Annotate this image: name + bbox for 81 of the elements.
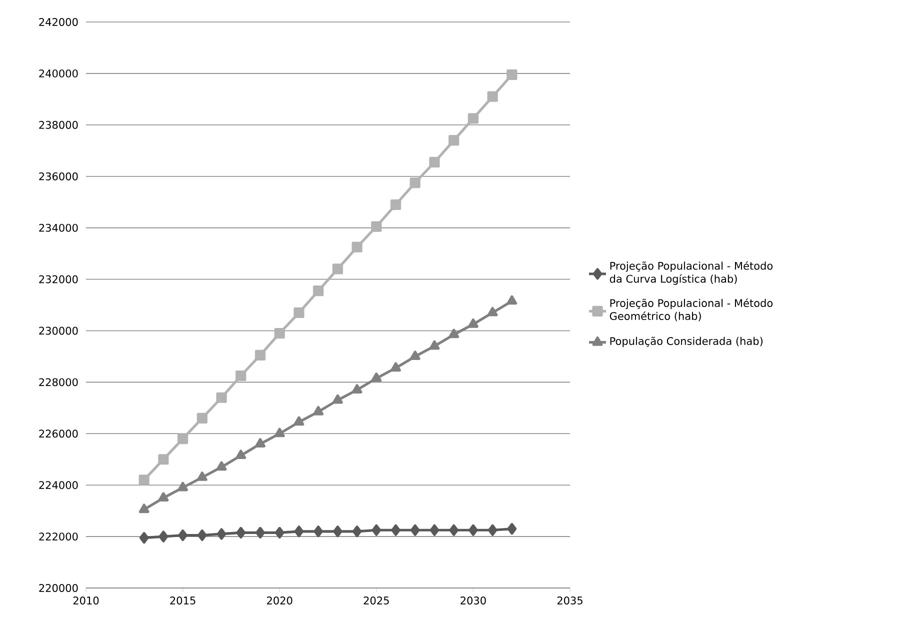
point (254, 350, 266, 360)
point (410, 524, 420, 536)
point (410, 177, 420, 188)
y-tick-label: 224000 (39, 481, 78, 490)
x-tick-label: 2010 (73, 596, 99, 604)
point (448, 328, 460, 338)
point (216, 528, 226, 540)
y-tick-label: 230000 (39, 326, 78, 335)
point (507, 523, 517, 535)
point (487, 306, 498, 316)
y-tick-label: 242000 (39, 18, 78, 26)
point (391, 524, 400, 536)
point (236, 370, 246, 382)
x-tick-label: 2015 (170, 596, 196, 604)
y-tick-label: 236000 (39, 172, 78, 180)
point (313, 286, 324, 296)
point (449, 524, 459, 536)
legend-label: Projeção Populacional - Método da Curva Logística (hab) (610, 261, 773, 285)
x-tick-label: 2035 (557, 596, 582, 604)
y-tick-label: 220000 (39, 584, 78, 592)
point (178, 529, 188, 542)
x-tick-label: 2020 (267, 596, 292, 604)
point (410, 350, 420, 360)
point (352, 242, 362, 252)
point (158, 492, 169, 502)
y-tick-label: 232000 (39, 275, 78, 284)
point (488, 524, 498, 536)
y-tick-label: 228000 (39, 378, 78, 386)
point (216, 461, 227, 471)
point (196, 412, 208, 424)
y-tick-label: 234000 (39, 224, 78, 232)
point (256, 526, 265, 538)
point (448, 135, 460, 146)
point (429, 340, 440, 350)
point (236, 526, 246, 538)
point (371, 221, 382, 232)
point (138, 504, 150, 514)
y-tick-label: 240000 (39, 69, 78, 78)
point (236, 450, 246, 460)
point (468, 113, 479, 124)
point (197, 529, 207, 542)
point (178, 482, 188, 492)
point (506, 69, 518, 80)
point (314, 526, 323, 538)
point (371, 372, 382, 382)
legend-label: Projeção Populacional - Método Geométrico (hab) (610, 298, 773, 322)
point (274, 428, 285, 438)
point (274, 328, 285, 339)
point (216, 392, 227, 403)
point (196, 472, 208, 481)
point (372, 524, 382, 536)
point (158, 454, 169, 465)
y-tick-label: 222000 (39, 532, 78, 541)
point (468, 318, 478, 328)
point (390, 362, 401, 372)
point (390, 199, 402, 210)
point (468, 524, 478, 536)
point (313, 406, 324, 416)
point (158, 530, 168, 542)
point (178, 433, 188, 444)
point (506, 295, 518, 305)
point (294, 307, 304, 318)
point (139, 532, 149, 544)
x-tick-label: 2025 (364, 596, 389, 604)
legend-label: População Considerada (hab) (610, 336, 763, 348)
point (255, 438, 266, 448)
point (429, 156, 440, 168)
point (332, 264, 343, 274)
point (487, 91, 498, 102)
point (274, 526, 284, 538)
point (352, 384, 362, 394)
point (430, 524, 440, 536)
point (352, 526, 362, 538)
y-tick-label: 238000 (39, 120, 78, 129)
point (138, 474, 150, 486)
point (333, 526, 342, 538)
point (294, 416, 304, 426)
x-tick-label: 2030 (460, 596, 486, 604)
y-tick-label: 226000 (39, 430, 78, 438)
point (294, 526, 304, 538)
point (332, 394, 343, 404)
